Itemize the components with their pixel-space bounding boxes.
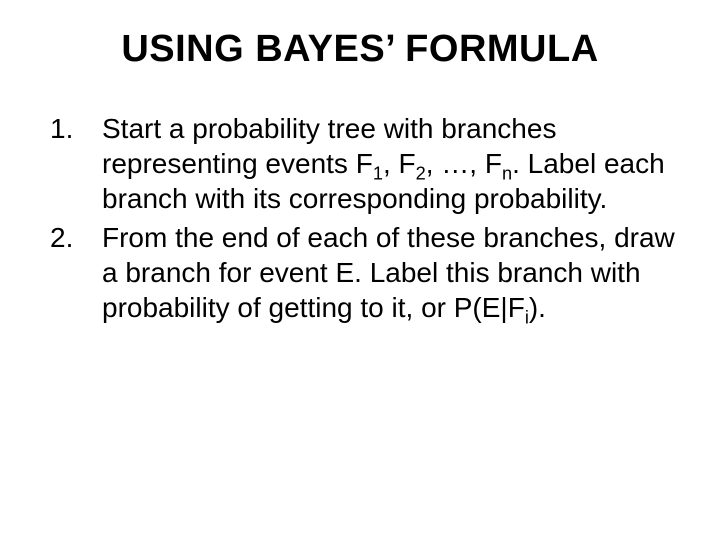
step-1-sub-n: n — [502, 164, 512, 184]
step-1-sub-2: 2 — [416, 164, 426, 184]
slide-title: USING BAYES’ FORMULA — [40, 28, 680, 71]
step-2-text-a: From the end of each of these branches, … — [102, 222, 675, 323]
step-1: Start a probability tree with branches r… — [50, 111, 680, 216]
step-1-text-c: , …, F — [426, 148, 502, 179]
slide: USING BAYES’ FORMULA Start a probability… — [0, 0, 720, 540]
step-2: From the end of each of these branches, … — [50, 220, 680, 325]
steps-list: Start a probability tree with branches r… — [40, 111, 680, 325]
step-1-text-b: , F — [383, 148, 416, 179]
step-1-sub-1: 1 — [373, 164, 383, 184]
step-2-text-b: ). — [529, 292, 546, 323]
